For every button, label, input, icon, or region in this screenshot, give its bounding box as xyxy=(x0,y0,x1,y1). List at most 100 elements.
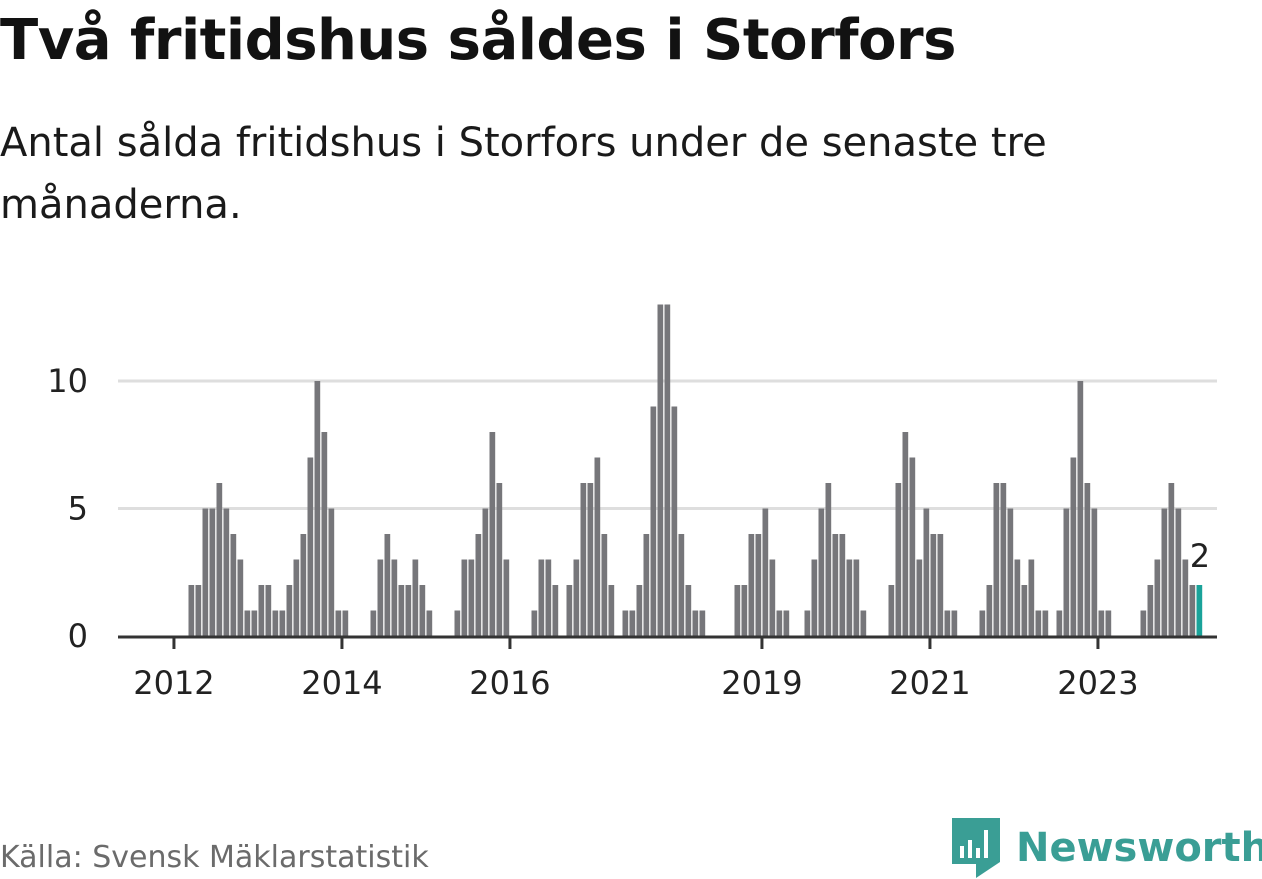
bar xyxy=(279,610,286,636)
bar xyxy=(391,559,398,636)
bar xyxy=(580,483,587,636)
brand-name: Newsworthy xyxy=(1016,825,1262,871)
bar xyxy=(1175,508,1182,636)
bar xyxy=(1147,585,1154,636)
bar xyxy=(370,610,377,636)
bar xyxy=(1189,585,1196,636)
bar xyxy=(419,585,426,636)
bar xyxy=(258,585,265,636)
bar xyxy=(930,534,937,636)
bar xyxy=(622,610,629,636)
bar xyxy=(937,534,944,636)
bar xyxy=(216,483,223,636)
bar xyxy=(300,534,307,636)
bar xyxy=(636,585,643,636)
bar-highlighted xyxy=(1196,585,1203,636)
bar xyxy=(1070,457,1077,636)
bar xyxy=(1014,559,1021,636)
bar xyxy=(321,432,328,636)
bar xyxy=(1098,610,1105,636)
bar xyxy=(237,559,244,636)
bar xyxy=(426,610,433,636)
bar xyxy=(328,508,335,636)
x-tick-label: 2014 xyxy=(301,664,382,702)
newsworthy-logo-icon xyxy=(952,818,1000,878)
x-tick-label: 2016 xyxy=(469,664,550,702)
bar xyxy=(895,483,902,636)
x-tick-label: 2023 xyxy=(1057,664,1138,702)
bar xyxy=(398,585,405,636)
bar xyxy=(314,381,321,636)
bar xyxy=(979,610,986,636)
bar xyxy=(545,559,552,636)
bar xyxy=(650,406,657,636)
chart-title: Två fritidshus såldes i Storfors xyxy=(0,8,957,73)
bar xyxy=(384,534,391,636)
bar xyxy=(685,585,692,636)
bar xyxy=(678,534,685,636)
bar xyxy=(1140,610,1147,636)
bar xyxy=(804,610,811,636)
bar xyxy=(496,483,503,636)
bar xyxy=(461,559,468,636)
bar xyxy=(335,610,342,636)
y-tick-label: 5 xyxy=(68,490,88,528)
bar xyxy=(776,610,783,636)
bar xyxy=(1056,610,1063,636)
bar xyxy=(405,585,412,636)
bar xyxy=(454,610,461,636)
bar xyxy=(377,559,384,636)
bar xyxy=(1000,483,1007,636)
bar xyxy=(1042,610,1049,636)
bar xyxy=(825,483,832,636)
bar xyxy=(811,559,818,636)
bar xyxy=(342,610,349,636)
bar xyxy=(230,534,237,636)
bar xyxy=(734,585,741,636)
bar xyxy=(944,610,951,636)
bar xyxy=(1077,381,1084,636)
bar xyxy=(832,534,839,636)
bar xyxy=(468,559,475,636)
bar xyxy=(1021,585,1028,636)
bar xyxy=(818,508,825,636)
bar xyxy=(888,585,895,636)
bar xyxy=(629,610,636,636)
bar xyxy=(664,304,671,636)
bar xyxy=(489,432,496,636)
bar xyxy=(699,610,706,636)
bar xyxy=(1084,483,1091,636)
bar xyxy=(608,585,615,636)
bar xyxy=(853,559,860,636)
x-tick-label: 2021 xyxy=(889,664,970,702)
bar xyxy=(1182,559,1189,636)
bar xyxy=(986,585,993,636)
bar xyxy=(307,457,314,636)
brand-logo: Newsworthy xyxy=(952,818,1262,878)
bar xyxy=(601,534,608,636)
source-note: Källa: Svensk Mäklarstatistik xyxy=(0,840,429,875)
bar xyxy=(209,508,216,636)
bar xyxy=(769,559,776,636)
x-axis-ticks: 2012 2014 2016 2019 2021 2023 xyxy=(133,638,1139,702)
bars xyxy=(188,304,1203,636)
bar xyxy=(412,559,419,636)
bar xyxy=(1028,559,1035,636)
bar xyxy=(755,534,762,636)
bar xyxy=(1035,610,1042,636)
bar xyxy=(1154,559,1161,636)
bar xyxy=(244,610,251,636)
bar xyxy=(251,610,258,636)
bar xyxy=(188,585,195,636)
bar xyxy=(671,406,678,636)
bar xyxy=(1105,610,1112,636)
bar xyxy=(223,508,230,636)
bar xyxy=(293,559,300,636)
bar xyxy=(538,559,545,636)
bar xyxy=(846,559,853,636)
bar xyxy=(748,534,755,636)
y-tick-label: 0 xyxy=(68,617,88,655)
bar xyxy=(741,585,748,636)
bar xyxy=(839,534,846,636)
bar xyxy=(909,457,916,636)
